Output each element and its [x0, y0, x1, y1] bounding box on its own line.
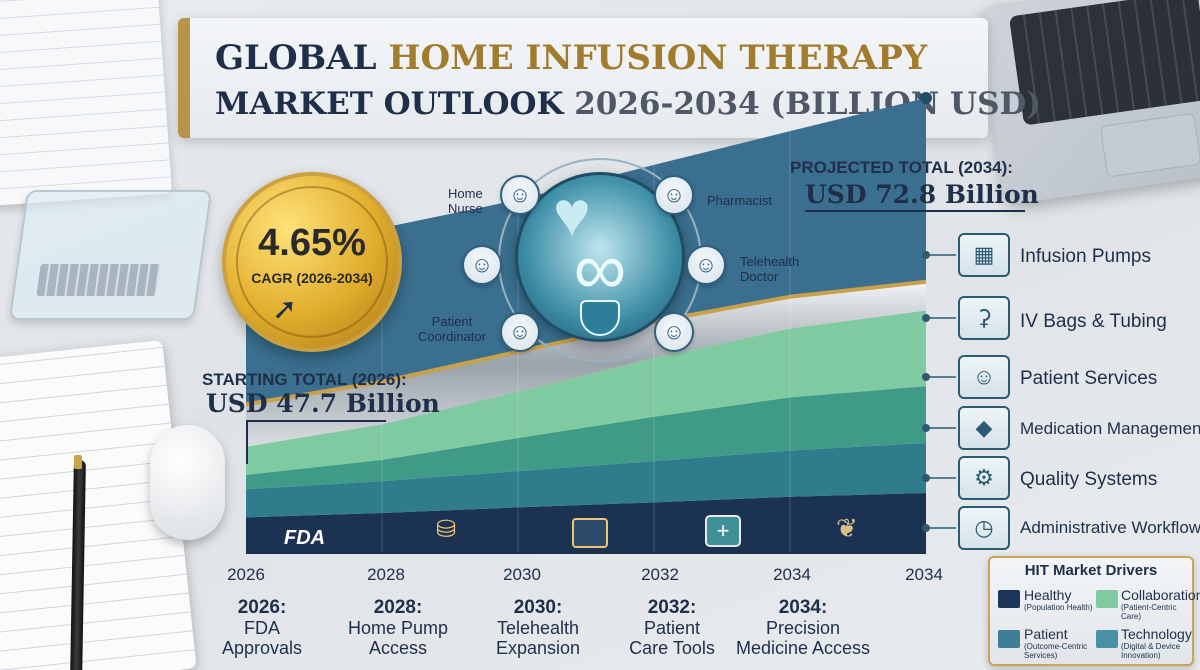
- driver-connector-dot: [922, 314, 930, 322]
- driver-connector-dot: [922, 373, 930, 381]
- calendar-clock-icon: ◷: [958, 506, 1010, 550]
- pen-tip-decoration: [74, 455, 82, 469]
- role-label-telehealth-doctor: Telehealth Doctor: [740, 254, 800, 284]
- market-drivers-title: HIT Market Drivers: [1024, 562, 1158, 579]
- driver-label-patient-services: Patient Services: [1020, 368, 1158, 389]
- legend-swatch: [998, 590, 1020, 608]
- driver-label-iv-bags: IV Bags & Tubing: [1020, 311, 1167, 332]
- projected-total-value: USD 72.8 Billion: [805, 180, 1039, 209]
- cagr-value: 4.65%: [258, 222, 366, 264]
- nurse-icon: ☺: [500, 175, 540, 215]
- telehealth-icon: [572, 518, 608, 548]
- cagr-badge-ring: [236, 186, 388, 338]
- doctor-icon: ☺: [686, 245, 726, 285]
- legend-swatch: [998, 630, 1020, 648]
- legend-swatch: [1096, 590, 1118, 608]
- medication-icon: ◆: [958, 406, 1010, 450]
- mouse-decoration: [150, 425, 225, 540]
- legend-item-patient: Patient (Outcome-Centric Services): [1024, 626, 1088, 661]
- end-point-marker: [920, 92, 932, 104]
- starting-underline: [246, 420, 386, 422]
- care-kit-icon: +: [705, 515, 741, 547]
- starting-total-label: STARTING TOTAL (2026):: [202, 370, 407, 389]
- iv-bag-icon: ⚳: [958, 296, 1010, 340]
- dna-icon: ❦: [836, 513, 858, 543]
- milestone-2034: 2034: Precision Medicine Access: [735, 597, 871, 659]
- caregiver-icon: ☺: [654, 312, 694, 352]
- role-label-pharmacist: Pharmacist: [707, 193, 773, 208]
- projected-underline: [805, 210, 1025, 212]
- home-pump-icon: ⛁: [436, 516, 457, 543]
- role-label-home-nurse: Home Nurse: [448, 186, 483, 216]
- milestone-2026: 2026: FDA Approvals: [221, 597, 303, 659]
- legend-item-healthy: Healthy (Population Health): [1024, 587, 1093, 613]
- legend-item-collaboration: Collaboration (Patient-Centric Care): [1121, 587, 1200, 622]
- driver-connector-dot: [922, 474, 930, 482]
- page-title-line1: GLOBAL HOME INFUSION THERAPY: [215, 38, 927, 78]
- area-series-patient-services: [246, 310, 926, 475]
- title-outlook: MARKET OUTLOOK: [215, 86, 575, 122]
- infinity-icon: ∞: [573, 227, 627, 310]
- legend-item-technology: Technology (Digital & Device Innovation): [1121, 626, 1192, 661]
- gear-check-icon: ⚙: [958, 456, 1010, 500]
- driver-connector-dot: [922, 524, 930, 532]
- driver-label-administrative-workflow: Administrative Workflow: [1020, 518, 1200, 537]
- driver-label-quality-systems: Quality Systems: [1020, 469, 1158, 490]
- driver-label-infusion-pumps: Infusion Pumps: [1020, 246, 1151, 267]
- title-global: GLOBAL: [215, 38, 389, 78]
- title-highlight: HOME INFUSION THERAPY: [388, 38, 928, 78]
- milestone-2028: 2028: Home Pump Access: [347, 597, 449, 659]
- area-series-quality-systems: [246, 443, 926, 518]
- legend-swatch: [1096, 630, 1118, 648]
- milestone-2030: 2030: Telehealth Expansion: [495, 597, 581, 659]
- role-label-patient-coordinator: Patient Coordinator: [418, 314, 486, 344]
- milestone-2032: 2032: Patient Care Tools: [629, 597, 715, 659]
- shield-icon: [580, 300, 620, 336]
- area-series-iv-bags-tubing: [246, 281, 926, 447]
- starting-leader-line: [246, 420, 248, 464]
- pharmacist-icon: ☺: [654, 175, 694, 215]
- driver-connector-dot: [922, 251, 930, 259]
- driver-connector-dot: [922, 424, 930, 432]
- cagr-label: CAGR (2026-2034): [251, 270, 373, 286]
- heart-icon: ♥: [553, 178, 591, 250]
- patient-icon: ☺: [462, 245, 502, 285]
- fda-icon: FDA: [284, 527, 326, 549]
- x-tick-label: 2030: [503, 565, 541, 584]
- infusion-pump-icon: ▦: [958, 233, 1010, 277]
- coordinator-icon: ☺: [500, 312, 540, 352]
- patient-services-icon: ☺: [958, 355, 1010, 399]
- trend-arrow-icon: ➚: [272, 293, 298, 326]
- x-tick-label: 2026: [227, 565, 265, 584]
- starting-total-value: USD 47.7 Billion: [206, 389, 440, 418]
- market-drivers-legend: [988, 556, 1194, 666]
- page-title-line2: MARKET OUTLOOK 2026-2034 (BILLION USD): [215, 86, 1041, 122]
- projected-total-label: PROJECTED TOTAL (2034):: [790, 158, 1013, 177]
- x-tick-label: 2032: [641, 565, 679, 584]
- area-series-medication-management: [246, 386, 926, 490]
- title-years: 2026-2034 (BILLION USD): [574, 86, 1042, 122]
- driver-label-medication-management: Medication Management: [1020, 419, 1200, 438]
- x-tick-label: 2028: [367, 565, 405, 584]
- x-tick-label: 2034: [905, 565, 943, 584]
- x-tick-label: 2034: [773, 565, 811, 584]
